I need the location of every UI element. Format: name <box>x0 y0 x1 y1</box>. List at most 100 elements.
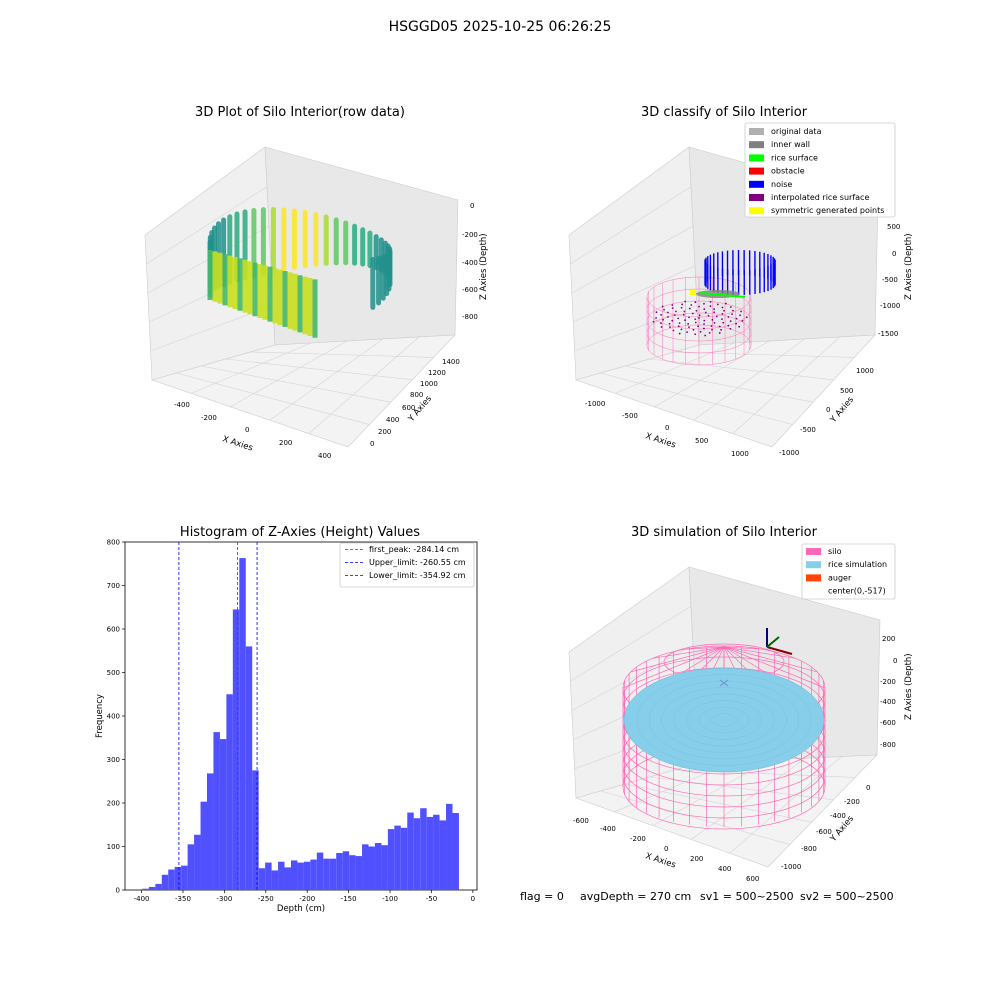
interpolated-point <box>681 303 684 306</box>
interpolated-point <box>686 331 689 334</box>
histogram-legend-entry: first_peak: -284.14 cm <box>369 545 459 554</box>
histogram-bar <box>336 853 343 890</box>
interpolated-point <box>704 311 707 314</box>
simulation-z-tick: -600 <box>880 719 896 727</box>
histogram-bar <box>213 732 220 890</box>
histogram-bar <box>245 646 253 890</box>
classify-z-axis-label: Z Axies (Depth) <box>904 233 914 300</box>
grid-line <box>230 340 348 408</box>
simulation-z-tick: -800 <box>880 741 896 749</box>
classify-z-tick: -500 <box>882 276 898 284</box>
raw-z-tick: -800 <box>462 313 478 321</box>
interpolated-point <box>729 320 732 323</box>
histogram-bar <box>407 812 414 890</box>
classify-y-ticks: -1000 -500 0 500 1000 <box>779 367 874 457</box>
grid-line <box>191 342 312 394</box>
histogram-bar <box>452 813 459 890</box>
grid-line <box>570 605 692 682</box>
interpolated-point <box>698 317 700 319</box>
simulation-y-ticks: 0 -200 -400 -600 -800 -1000 <box>781 784 870 871</box>
raw-y-tick: 1400 <box>442 358 460 366</box>
histogram-bar <box>155 883 162 890</box>
grid-line <box>654 340 770 408</box>
silo-roof-line <box>630 646 725 673</box>
interpolated-point <box>739 314 741 317</box>
interpolated-point <box>727 316 730 318</box>
histogram-x-tick-label: 0 <box>471 895 475 903</box>
raw-z-ticks: 0 -200 -400 -600 -800 <box>462 202 478 321</box>
interpolated-point <box>740 310 742 313</box>
histogram-vlines <box>178 542 258 890</box>
raw-floor-pane <box>150 334 456 448</box>
histogram-bar <box>420 808 427 890</box>
simulation-y-tick: -600 <box>816 828 832 836</box>
interpolated-point <box>671 307 674 310</box>
histogram-x-tick-label: -350 <box>175 895 191 903</box>
histogram-x-tick-label: -250 <box>258 895 274 903</box>
raw-y-tick: 1000 <box>420 380 438 388</box>
histogram-bar <box>239 558 246 890</box>
raw-x-tick: 200 <box>279 439 292 447</box>
classify-left-pane <box>568 146 700 381</box>
histogram-bar <box>252 770 259 890</box>
interpolated-point <box>709 300 712 303</box>
interpolated-point <box>666 311 669 314</box>
interpolated-point <box>660 322 662 325</box>
silo-roof-line <box>723 646 796 659</box>
interpolated-point <box>680 328 683 331</box>
classify-legend-swatch <box>749 141 764 149</box>
classify-legend-entry: noise <box>771 180 792 189</box>
rice-surface-points <box>699 292 746 298</box>
interpolated-point <box>661 305 664 308</box>
classify-points <box>652 250 776 337</box>
histogram-bar <box>161 874 169 890</box>
rice-contour <box>711 713 737 727</box>
histogram-bar <box>226 694 233 890</box>
interpolated-point <box>694 318 697 321</box>
histogram-bar <box>284 867 291 890</box>
histogram-bar <box>194 834 201 890</box>
interpolated-point <box>703 319 706 322</box>
interpolated-point <box>671 319 674 322</box>
histogram-legend-box <box>339 542 475 588</box>
interpolated-point <box>678 332 681 335</box>
histogram-y-tick-label: 600 <box>107 626 120 634</box>
classify-legend-entry: symmetric generated points <box>771 206 884 215</box>
grid-line <box>649 358 834 381</box>
histogram-bar <box>439 820 447 890</box>
histogram-bar <box>219 739 227 890</box>
classify-y-tick: 500 <box>840 387 853 395</box>
histogram-bar <box>316 852 324 890</box>
raw-y-tick: 800 <box>410 391 423 399</box>
interpolated-point <box>684 319 686 322</box>
interpolated-point <box>699 330 702 333</box>
raw-x-tick: -200 <box>201 414 217 422</box>
simulation-x-tick: 0 <box>664 845 668 853</box>
histogram-bar <box>258 868 266 890</box>
interpolated-point <box>688 326 690 329</box>
raw-x-axis-label: X Axies <box>221 434 254 453</box>
histogram-y-tick-label: 800 <box>107 539 120 547</box>
rice-contour <box>648 680 800 760</box>
grid-line <box>574 305 698 352</box>
histogram-bar <box>297 862 304 890</box>
raw-z-tick: -400 <box>462 259 478 267</box>
rice-contour <box>661 687 787 753</box>
histogram-bar <box>342 851 350 890</box>
raw-y-tick: 200 <box>378 428 391 436</box>
interpolated-point <box>721 318 723 321</box>
grid-line <box>573 265 696 323</box>
classify-legend-entry: rice surface <box>771 153 818 162</box>
grid-line <box>571 645 694 711</box>
figure-suptitle: HSGGD05 2025-10-25 06:26:25 <box>389 19 612 35</box>
simulation-legend-entry: auger <box>828 573 852 582</box>
interpolated-point <box>729 327 732 330</box>
status-sv1: sv1 = 500~2500 <box>700 890 794 903</box>
interpolated-point <box>704 334 707 337</box>
simulation-x-ticks: -600 -400 -200 0 200 400 600 <box>573 817 759 883</box>
histogram-y-tick-label: 400 <box>107 713 120 721</box>
status-line: flag = 0 avgDepth = 270 cm sv1 = 500~250… <box>520 890 894 903</box>
interpolated-point <box>718 325 721 328</box>
interpolated-point <box>738 325 741 328</box>
panel-histogram: Histogram of Z-Axies (Height) Values -40… <box>95 525 478 914</box>
